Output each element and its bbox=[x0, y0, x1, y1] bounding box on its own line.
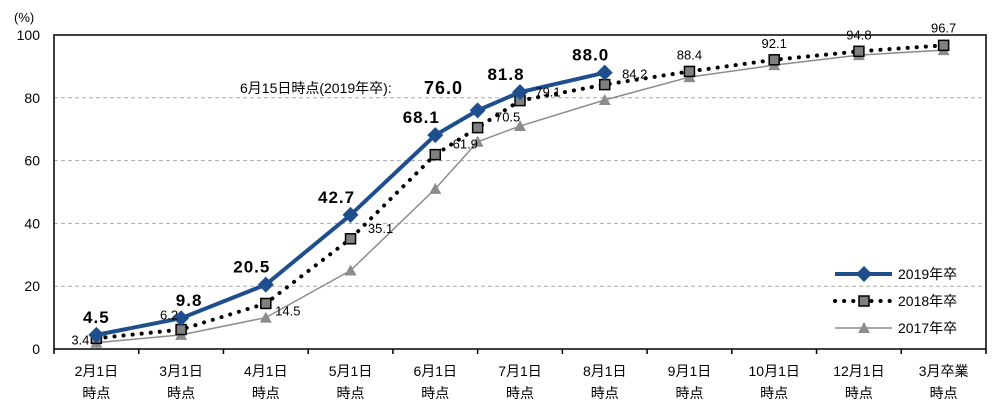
x-tick-label: 5月1日 bbox=[329, 363, 373, 379]
data-point bbox=[768, 54, 780, 66]
data-label-2019: 81.8 bbox=[487, 65, 524, 84]
data-label-2019: 9.8 bbox=[176, 291, 203, 310]
data-point bbox=[683, 65, 696, 78]
legend-item: 2017年卒 bbox=[835, 320, 957, 336]
x-tick-label: 時点 bbox=[167, 385, 195, 401]
y-axis-unit: (%) bbox=[14, 10, 34, 25]
data-label-2019: 42.7 bbox=[318, 188, 355, 207]
legend-label: 2019年卒 bbox=[898, 266, 957, 282]
data-point bbox=[429, 148, 442, 161]
y-tick-label: 60 bbox=[24, 153, 40, 169]
data-label-2018: 94.8 bbox=[846, 27, 871, 42]
x-tick-label: 4月1日 bbox=[244, 363, 288, 379]
data-point bbox=[596, 64, 613, 81]
data-label-2018: 14.5 bbox=[275, 303, 300, 318]
data-point bbox=[469, 102, 486, 119]
x-tick-label: 時点 bbox=[675, 385, 703, 401]
data-point bbox=[173, 310, 190, 327]
data-point bbox=[514, 120, 526, 132]
x-tick-label: 9月1日 bbox=[668, 363, 712, 379]
x-tick-label: 8月1日 bbox=[583, 363, 627, 379]
data-label-2018: 92.1 bbox=[762, 36, 787, 51]
legend-item: 2018年卒 bbox=[833, 293, 957, 309]
data-point bbox=[260, 297, 272, 310]
data-point bbox=[259, 311, 272, 323]
x-tick-label: 時点 bbox=[421, 385, 449, 401]
y-tick-label: 100 bbox=[17, 27, 41, 43]
x-tick-label: 2月1日 bbox=[75, 363, 119, 379]
annotation-text: 6月15日時点(2019年卒): bbox=[240, 80, 392, 96]
y-tick-label: 80 bbox=[24, 90, 40, 106]
legend-marker bbox=[856, 266, 872, 282]
data-label-2019: 20.5 bbox=[233, 258, 270, 277]
y-tick-label: 40 bbox=[24, 215, 40, 231]
legend-label: 2017年卒 bbox=[898, 320, 957, 336]
y-tick-label: 0 bbox=[32, 341, 40, 357]
data-label-2018: 88.4 bbox=[677, 47, 702, 62]
y-tick-label: 20 bbox=[24, 278, 40, 294]
data-point bbox=[512, 84, 528, 101]
data-label-2018: 96.7 bbox=[931, 20, 956, 35]
x-tick-label: 時点 bbox=[760, 385, 788, 401]
x-tick-label: 6月1日 bbox=[413, 363, 457, 379]
x-tick-label: 時点 bbox=[506, 385, 534, 401]
plot-frame bbox=[53, 34, 987, 350]
x-tick-label: 3月卒業 bbox=[919, 363, 969, 379]
data-point bbox=[598, 93, 611, 105]
data-point bbox=[853, 45, 865, 58]
annotation-value: 76.0 bbox=[424, 78, 463, 98]
data-point bbox=[344, 233, 357, 245]
x-tick-label: 7月1日 bbox=[498, 363, 542, 379]
data-point bbox=[342, 206, 359, 223]
data-point bbox=[344, 264, 357, 276]
data-point bbox=[471, 121, 484, 134]
x-tick-label: 10月1日 bbox=[749, 363, 800, 379]
x-tick-label: 時点 bbox=[337, 385, 365, 401]
data-label-2019: 4.5 bbox=[83, 308, 110, 327]
series-line-0 bbox=[95, 70, 606, 337]
legend-marker bbox=[858, 322, 870, 333]
legend-item: 2019年卒 bbox=[835, 266, 957, 282]
x-tick-label: 時点 bbox=[591, 385, 619, 401]
legend-marker bbox=[858, 295, 870, 307]
data-label-2018: 70.5 bbox=[495, 110, 520, 125]
data-point bbox=[88, 326, 105, 343]
data-label-2018: 79.1 bbox=[535, 85, 560, 100]
series-line-2 bbox=[96, 49, 944, 344]
data-label-2018: 3.4 bbox=[71, 332, 89, 347]
legend-label: 2018年卒 bbox=[898, 293, 957, 309]
data-label-2018: 61.9 bbox=[453, 137, 478, 152]
series-line-1 bbox=[94, 43, 946, 341]
data-label-2019: 68.1 bbox=[403, 108, 440, 127]
data-point bbox=[429, 182, 442, 194]
x-tick-label: 12月1日 bbox=[833, 363, 884, 379]
data-point bbox=[598, 78, 611, 91]
data-label-2019: 88.0 bbox=[572, 46, 609, 65]
data-point bbox=[471, 135, 484, 147]
data-point bbox=[257, 276, 274, 293]
x-tick-label: 時点 bbox=[845, 385, 873, 401]
x-tick-label: 時点 bbox=[82, 385, 110, 401]
x-tick-label: 時点 bbox=[930, 385, 958, 401]
x-tick-label: 3月1日 bbox=[159, 363, 203, 379]
data-label-2018: 6.2 bbox=[160, 308, 178, 323]
data-point bbox=[427, 127, 444, 144]
data-label-2018: 35.1 bbox=[368, 221, 393, 236]
data-label-2018: 84.2 bbox=[622, 67, 647, 82]
data-point bbox=[937, 39, 950, 52]
x-tick-label: 時点 bbox=[252, 385, 280, 401]
